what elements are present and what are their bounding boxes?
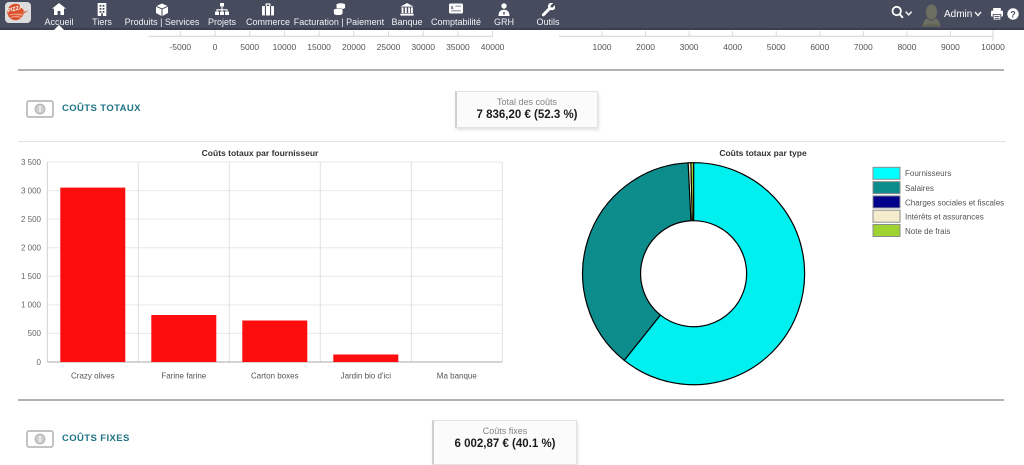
svg-text:3 000: 3 000 [21,186,42,195]
svg-text:-5000: -5000 [169,42,191,52]
svg-text:10000: 10000 [273,42,297,52]
svg-text:6000: 6000 [810,42,829,52]
svg-text:5000: 5000 [767,42,786,52]
svg-text:500: 500 [28,329,42,338]
svg-text:Note de frais: Note de frais [905,227,950,236]
svg-text:7000: 7000 [854,42,873,52]
svg-text:4000: 4000 [723,42,742,52]
svg-text:Intérêts et assurances: Intérêts et assurances [905,213,984,222]
svg-text:2000: 2000 [636,42,655,52]
svg-text:?: ? [1010,9,1016,19]
svg-text:Carton boxes: Carton boxes [251,372,299,381]
svg-text:Salaires: Salaires [905,184,934,193]
svg-text:Jardin bio d'ici: Jardin bio d'ici [341,372,392,381]
svg-text:Fournisseurs: Fournisseurs [905,169,951,178]
svg-text:0: 0 [213,42,218,52]
svg-text:8000: 8000 [897,42,916,52]
svg-text:Crazy olives: Crazy olives [71,372,115,381]
svg-text:Coûts totaux par type: Coûts totaux par type [719,148,807,158]
svg-text:25000: 25000 [377,42,401,52]
svg-text:1 500: 1 500 [21,272,42,281]
svg-text:3 500: 3 500 [21,158,42,167]
svg-text:30000: 30000 [411,42,435,52]
svg-text:10000: 10000 [981,42,1005,52]
svg-text:Farine farine: Farine farine [161,372,206,381]
svg-text:PIZZA: PIZZA [7,5,24,15]
svg-text:$: $ [451,5,454,10]
svg-text:1 000: 1 000 [21,301,42,310]
svg-text:2 500: 2 500 [21,215,42,224]
svg-text:3000: 3000 [680,42,699,52]
svg-text:9000: 9000 [941,42,960,52]
svg-text:40000: 40000 [481,42,505,52]
svg-text:0: 0 [37,358,42,367]
svg-text:15000: 15000 [307,42,331,52]
svg-text:2 000: 2 000 [21,244,42,253]
svg-text:5000: 5000 [240,42,259,52]
svg-text:Charges sociales et fiscales: Charges sociales et fiscales [905,198,1004,207]
svg-text:1000: 1000 [593,42,612,52]
svg-text:Coûts totaux par fournisseur: Coûts totaux par fournisseur [202,148,319,158]
svg-text:35000: 35000 [446,42,470,52]
svg-text:Ma banque: Ma banque [437,372,478,381]
svg-text:20000: 20000 [342,42,366,52]
